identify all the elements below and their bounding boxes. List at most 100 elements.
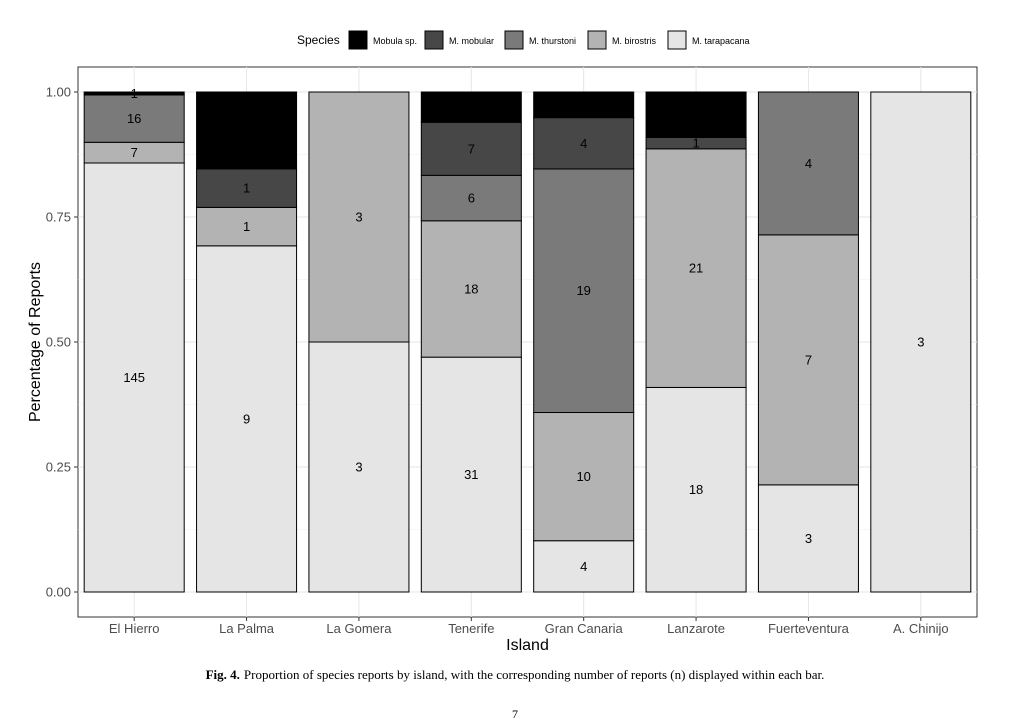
x-tick-label: La Gomera	[326, 621, 392, 636]
legend-item: M. thurstoni	[504, 30, 576, 50]
bar-stack: 33	[308, 91, 410, 593]
bar-count-label: 4	[580, 136, 587, 151]
legend-item: M. tarapacana	[667, 30, 750, 50]
bar-count-label: 145	[123, 370, 145, 385]
legend: Species Mobula sp. M. mobular M. thurstoni…	[297, 30, 750, 50]
legend-key	[424, 30, 444, 50]
bar-count-label: 4	[468, 100, 475, 115]
x-tick-label: Tenerife	[448, 621, 494, 636]
legend-label: M. birostris	[612, 36, 657, 46]
legend-key	[587, 30, 607, 50]
legend-title: Species	[297, 33, 340, 47]
caption-text: Proportion of species reports by island,…	[243, 667, 825, 682]
bar-stack: 4 10 19 4 2	[533, 91, 635, 593]
bar-count-label: 4	[692, 107, 699, 122]
legend-key	[504, 30, 524, 50]
bar-segment-birostris	[645, 148, 747, 388]
legend-item: M. birostris	[587, 30, 657, 50]
bar-count-label: 31	[464, 467, 478, 482]
legend-key	[667, 30, 687, 50]
bar-count-label: 3	[355, 210, 362, 225]
bar-count-label: 7	[805, 352, 812, 367]
bar-segment-thurstoni	[83, 94, 185, 143]
bar-segment-tarapacana	[420, 356, 522, 593]
bar-count-label: 4	[580, 559, 587, 574]
y-tick-label: 0.50	[46, 335, 71, 350]
bar-segment-tarapacana	[757, 484, 859, 593]
bar-segment-tarapacana	[196, 245, 298, 593]
bar-count-label: 10	[576, 469, 590, 484]
bar-segment-tarapacana	[308, 341, 410, 593]
bar-segment-birostris	[757, 234, 859, 486]
bar-segment-thurstoni	[533, 168, 635, 414]
x-tick-label: Lanzarote	[667, 621, 725, 636]
bar-count-label: 1	[692, 136, 699, 151]
bar-count-label: 16	[127, 111, 141, 126]
bar-segment-mobula_sp	[196, 91, 298, 170]
bar-count-label: 3	[917, 335, 924, 350]
bar-stack: 3	[870, 91, 972, 593]
bar-count-label: 18	[464, 281, 478, 296]
bar-segment-tarapacana	[645, 386, 747, 593]
y-tick-label: 0.00	[46, 585, 71, 600]
figure-caption: Fig. 4. Proportion of species reports by …	[0, 667, 1030, 683]
x-tick-label: La Palma	[219, 621, 275, 636]
bar-stack: 18 21 1 4	[645, 91, 747, 593]
bar-count-label: 9	[243, 411, 250, 426]
legend-key	[348, 30, 368, 50]
legend-label: Mobula sp.	[373, 36, 417, 46]
bar-segment-birostris	[308, 91, 410, 343]
bar-segment-tarapacana	[870, 91, 972, 593]
bar-stack: 9 1 1 2	[196, 91, 298, 593]
x-tick-label: Gran Canaria	[545, 621, 624, 636]
bar-segment-birostris	[533, 412, 635, 542]
bar-count-label: 19	[576, 283, 590, 298]
legend-label: M. mobular	[449, 36, 494, 46]
y-axis-title: Percentage of Reports	[27, 262, 44, 422]
x-tick-label: Fuerteventura	[768, 621, 850, 636]
bar-segment-mobula_sp	[83, 91, 185, 96]
bar-segment-mobula_sp	[420, 91, 522, 123]
bar-count-label: 3	[805, 531, 812, 546]
bar-count-label: 6	[468, 191, 475, 206]
y-axis: 0.00 0.25 0.50 0.75 1.00	[46, 85, 78, 600]
legend-item: Mobula sp.	[348, 30, 417, 50]
legend-label: M. thurstoni	[529, 36, 576, 46]
bar-stack: 31 18 6 7 4	[420, 91, 522, 593]
bar-count-label: 7	[131, 145, 138, 160]
bar-count-label: 4	[805, 156, 812, 171]
bar-count-label: 7	[468, 141, 475, 156]
y-tick-label: 0.75	[46, 210, 71, 225]
bar-segment-mobular	[196, 168, 298, 208]
stacked-bar-chart: Species Mobula sp. M. mobular M. thurstoni…	[27, 30, 978, 654]
legend-item: M. mobular	[424, 30, 494, 50]
bar-count-label: 1	[243, 219, 250, 234]
caption-label: Fig. 4.	[205, 667, 240, 682]
bar-count-label: 2	[580, 97, 587, 112]
bar-count-label: 1	[131, 86, 138, 101]
x-axis: El Hierro La Palma La Gomera Tenerife Gran C…	[109, 617, 949, 636]
bar-count-label: 18	[689, 482, 703, 497]
legend-label: M. tarapacana	[692, 36, 750, 46]
bar-segment-birostris	[420, 220, 522, 358]
bar-stack: 145 7 16 1	[83, 86, 185, 593]
bar-segment-mobula_sp	[645, 91, 747, 138]
bar-segment-tarapacana	[83, 162, 185, 593]
bar-count-label: 21	[689, 261, 703, 276]
y-tick-label: 0.25	[46, 460, 71, 475]
x-tick-label: A. Chinijo	[893, 621, 949, 636]
bar-segment-thurstoni	[757, 91, 859, 236]
bar-count-label: 1	[243, 181, 250, 196]
bar-stack: 3 7 4	[757, 91, 859, 593]
bar-count-label: 2	[243, 123, 250, 138]
bar-segment-mobula_sp	[533, 91, 635, 119]
bar-count-label: 3	[355, 460, 362, 475]
bar-segment-thurstoni	[420, 174, 522, 222]
y-tick-label: 1.00	[46, 85, 71, 100]
bar-segment-tarapacana	[533, 540, 635, 593]
page-number: 7	[512, 707, 518, 721]
x-tick-label: El Hierro	[109, 621, 160, 636]
x-axis-title: Island	[506, 637, 549, 654]
